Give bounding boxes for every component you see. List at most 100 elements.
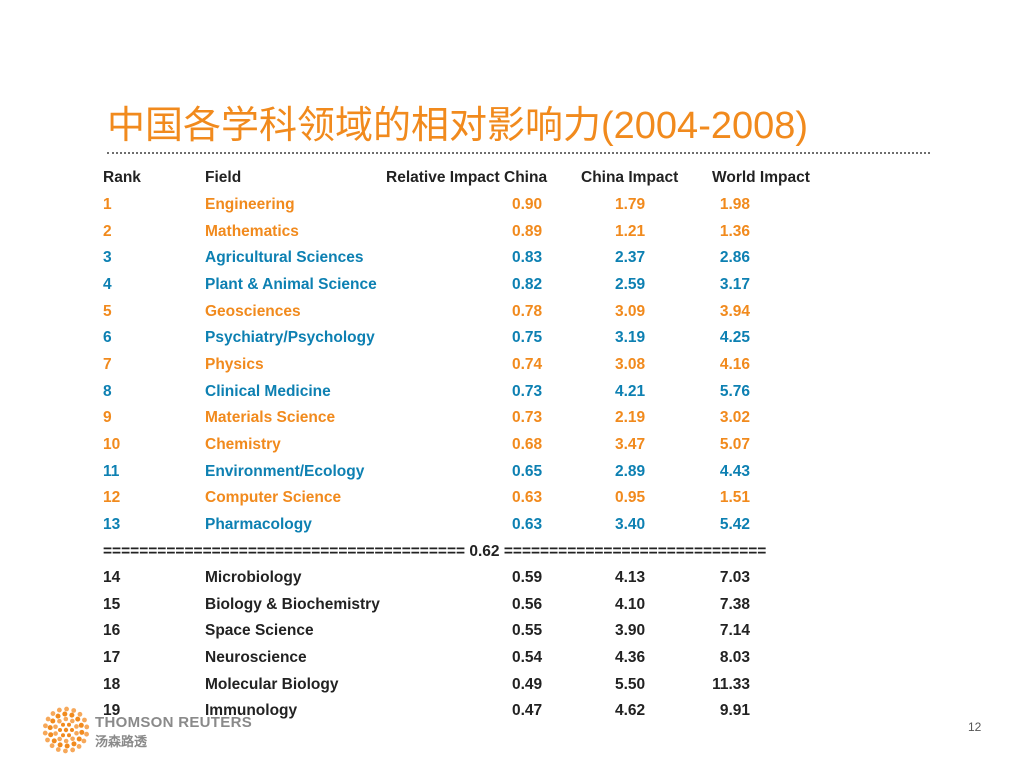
rank-cell: 7 (103, 355, 112, 373)
rank-cell: 16 (103, 622, 121, 640)
china-impact-cell: 1.79 (615, 196, 646, 213)
world-impact-cell: 3.17 (719, 275, 750, 293)
china-impact-cell: 1.21 (615, 222, 646, 240)
field-cell: Microbiology (205, 569, 302, 587)
china-impact-cell: 4.62 (615, 702, 646, 720)
world-impact-cell: 3.02 (719, 409, 750, 427)
world-impact-cell: 4.25 (719, 329, 750, 347)
relative-impact-cell: 0.63 (512, 489, 543, 507)
china-impact-cell: 0.95 (615, 489, 646, 507)
rank-cell: 4 (103, 275, 112, 293)
rank-cell: 14 (103, 569, 121, 587)
rank-cell: 12 (103, 489, 121, 507)
relative-impact-cell: 0.74 (512, 355, 543, 373)
page-number: 12 (968, 720, 982, 734)
field-cell: Computer Science (205, 489, 342, 507)
brand-name: THOMSON REUTERS (95, 714, 253, 731)
field-cell: Chemistry (205, 435, 281, 453)
field-cell: Psychiatry/Psychology (205, 329, 375, 347)
rank-cell: 10 (103, 435, 121, 453)
world-impact-cell: 7.03 (719, 569, 750, 587)
field-cell: Clinical Medicine (205, 382, 331, 400)
field-cell: Geosciences (205, 302, 301, 320)
world-impact-cell: 7.14 (719, 622, 750, 640)
title-divider (107, 152, 930, 154)
threshold-separator: ========================================… (103, 543, 767, 560)
china-impact-cell: 5.50 (615, 675, 646, 693)
world-impact-cell: 11.33 (712, 675, 750, 693)
relative-impact-cell: 0.56 (512, 595, 543, 613)
relative-impact-cell: 0.63 (512, 515, 543, 533)
world-impact-cell: 1.36 (719, 222, 750, 240)
field-cell: Plant & Animal Science (205, 275, 377, 293)
header-world-impact: World Impact (712, 169, 810, 186)
field-cell: Environment/Ecology (205, 462, 365, 480)
world-impact-cell: 8.03 (719, 649, 750, 667)
china-impact-cell: 2.59 (615, 275, 646, 293)
world-impact-cell: 3.94 (719, 302, 750, 320)
china-impact-cell: 3.19 (615, 329, 646, 347)
relative-impact-cell: 0.55 (512, 622, 543, 640)
thomson-reuters-logo-icon (42, 706, 90, 754)
rank-cell: 6 (103, 329, 112, 347)
china-impact-cell: 2.37 (615, 249, 646, 267)
relative-impact-cell: 0.90 (512, 196, 543, 213)
world-impact-cell: 2.86 (719, 249, 750, 267)
relative-impact-cell: 0.89 (512, 222, 543, 240)
field-cell: Pharmacology (205, 515, 312, 533)
relative-impact-cell: 0.68 (512, 435, 543, 453)
field-cell: Agricultural Sciences (205, 249, 364, 267)
field-cell: Materials Science (205, 409, 336, 427)
relative-impact-cell: 0.49 (512, 675, 543, 693)
china-impact-cell: 2.19 (615, 409, 646, 427)
rank-cell: 1 (103, 196, 112, 213)
world-impact-cell: 5.42 (719, 515, 750, 533)
world-impact-cell: 4.16 (719, 355, 750, 373)
china-impact-cell: 4.21 (615, 382, 646, 400)
world-impact-cell: 7.38 (719, 595, 750, 613)
world-impact-cell: 5.76 (719, 382, 750, 400)
relative-impact-cell: 0.75 (512, 329, 543, 347)
relative-impact-cell: 0.65 (512, 462, 543, 480)
relative-impact-cell: 0.82 (512, 275, 543, 293)
china-impact-cell: 4.13 (615, 569, 646, 587)
relative-impact-cell: 0.54 (512, 649, 543, 667)
relative-impact-cell: 0.78 (512, 302, 543, 320)
rank-cell: 15 (103, 595, 121, 613)
world-impact-cell: 1.98 (719, 196, 750, 213)
world-impact-cell: 4.43 (719, 462, 750, 480)
field-cell: Immunology (205, 702, 298, 720)
world-impact-cell: 9.91 (719, 702, 750, 720)
header-rank: Rank (103, 169, 141, 186)
header-field: Field (205, 169, 242, 186)
slide-title: 中国各学科领域的相对影响力(2004-2008) (107, 105, 809, 147)
relative-impact-cell: 0.83 (512, 249, 543, 267)
china-impact-cell: 3.08 (615, 355, 646, 373)
field-cell: Neuroscience (205, 649, 307, 667)
relative-impact-cell: 0.47 (512, 702, 543, 720)
world-impact-cell: 1.51 (719, 489, 750, 507)
header-relative-impact: Relative Impact China (386, 169, 548, 186)
field-cell: Mathematics (205, 222, 299, 240)
rank-cell: 2 (103, 222, 112, 240)
rank-cell: 18 (103, 675, 121, 693)
china-impact-cell: 3.40 (615, 515, 646, 533)
china-impact-cell: 2.89 (615, 462, 646, 480)
rank-cell: 17 (103, 649, 121, 667)
rank-cell: 13 (103, 515, 121, 533)
field-cell: Molecular Biology (205, 675, 339, 693)
china-impact-cell: 4.10 (615, 595, 646, 613)
rank-cell: 8 (103, 382, 112, 400)
rank-cell: 9 (103, 409, 112, 427)
china-impact-cell: 3.47 (615, 435, 646, 453)
rank-cell: 11 (103, 462, 120, 480)
china-impact-cell: 3.90 (615, 622, 646, 640)
rank-cell: 3 (103, 249, 112, 267)
brand-name-chinese: 汤森路透 (95, 734, 148, 749)
china-impact-cell: 3.09 (615, 302, 646, 320)
relative-impact-cell: 0.73 (512, 382, 543, 400)
relative-impact-cell: 0.73 (512, 409, 543, 427)
world-impact-cell: 5.07 (719, 435, 750, 453)
relative-impact-cell: 0.59 (512, 569, 543, 587)
